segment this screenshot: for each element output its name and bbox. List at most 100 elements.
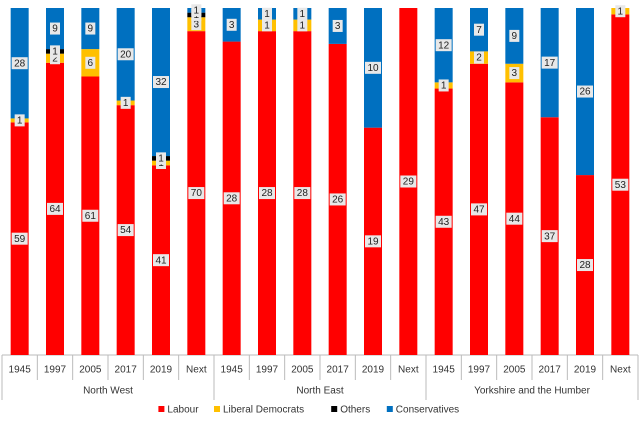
label-box [11, 232, 28, 245]
data-label: 3 [194, 19, 200, 30]
label-box [474, 23, 484, 36]
data-label: 17 [544, 58, 556, 69]
data-label: 54 [120, 225, 132, 236]
label-box [156, 152, 166, 165]
x-tick-label: 1945 [221, 365, 244, 376]
label-box [332, 19, 343, 32]
legend-swatch [214, 406, 220, 412]
label-box [85, 22, 96, 35]
data-label: 20 [120, 49, 132, 60]
data-label: 10 [367, 63, 379, 74]
data-label: 28 [226, 193, 238, 204]
label-box [50, 22, 60, 35]
group-label: Yorkshire and the Humber [474, 386, 590, 397]
x-tick-label: 2005 [291, 365, 314, 376]
data-label: 1 [158, 154, 164, 165]
x-tick-label: 1997 [44, 365, 67, 376]
x-tick-label: 2005 [79, 365, 102, 376]
x-tick-label: 2005 [503, 365, 526, 376]
label-box [612, 178, 629, 191]
x-tick-label: 1945 [9, 365, 32, 376]
data-label: 1 [264, 20, 270, 31]
label-box [506, 212, 523, 225]
data-label: 64 [49, 204, 61, 215]
label-box [435, 39, 452, 52]
label-box [509, 29, 520, 42]
data-label: 41 [155, 255, 167, 266]
data-label: 28 [579, 260, 591, 271]
legend-label: Others [340, 405, 370, 416]
data-label: 9 [88, 24, 94, 35]
label-box [14, 114, 25, 127]
legend-swatch [158, 406, 165, 412]
data-label: 47 [473, 205, 485, 216]
label-box [191, 4, 202, 17]
label-box [117, 48, 134, 61]
x-tick-label: Next [610, 365, 631, 376]
label-box [577, 85, 593, 98]
data-label: 37 [544, 231, 556, 242]
data-label: 29 [403, 177, 415, 188]
data-label: 19 [367, 236, 379, 247]
x-tick-label: Next [398, 365, 419, 376]
label-box [50, 45, 60, 58]
label-box [259, 187, 275, 200]
label-box [188, 187, 205, 200]
group-label: North East [296, 386, 343, 397]
legend-swatch [331, 406, 338, 412]
x-tick-label: Next [186, 365, 207, 376]
data-label: 28 [261, 188, 273, 199]
data-label: 1 [300, 20, 306, 31]
data-label: 44 [509, 214, 521, 225]
data-label: 1 [123, 98, 129, 109]
x-tick-label: 1997 [468, 365, 491, 376]
data-label: 70 [191, 188, 203, 199]
label-box [471, 203, 487, 216]
label-box [82, 209, 99, 222]
group-label: North West [83, 386, 133, 397]
label-box [541, 230, 558, 243]
legend-label: Liberal Democrats [223, 405, 304, 416]
data-label: 53 [615, 180, 627, 191]
label-box [615, 5, 626, 18]
data-label: 3 [335, 21, 341, 32]
data-label: 2 [52, 53, 58, 64]
data-label: 6 [88, 58, 94, 69]
data-label: 1 [264, 9, 270, 20]
data-label: 43 [438, 217, 450, 228]
label-box [400, 175, 417, 188]
label-box [226, 18, 237, 31]
data-label: 1 [52, 47, 58, 58]
label-box [365, 235, 381, 248]
legend-label: Labour [167, 405, 199, 416]
data-label: 61 [85, 211, 97, 222]
label-box [117, 224, 134, 237]
x-tick-label: 1997 [256, 365, 279, 376]
label-box [297, 19, 308, 32]
label-box [297, 7, 308, 20]
data-label: 1 [441, 81, 447, 92]
data-label: 7 [476, 25, 482, 36]
data-label: 3 [512, 68, 518, 79]
data-label: 28 [14, 58, 26, 69]
data-label: 9 [512, 31, 518, 42]
x-tick-label: 2017 [539, 365, 562, 376]
data-label: 12 [438, 40, 450, 51]
label-box [329, 193, 346, 206]
label-box [438, 79, 449, 92]
label-box [294, 187, 311, 200]
x-tick-label: 2017 [327, 365, 350, 376]
label-box [509, 67, 520, 80]
data-label: 1 [194, 5, 200, 16]
legend-swatch [386, 406, 393, 412]
label-box [474, 51, 484, 64]
data-label: 1 [618, 6, 624, 17]
data-label: 32 [155, 77, 167, 88]
data-label: 28 [297, 188, 309, 199]
label-box [120, 96, 131, 109]
label-box [541, 56, 558, 69]
legend-label: Conservatives [396, 405, 459, 416]
data-label: 1 [17, 116, 23, 127]
label-box [50, 52, 60, 65]
